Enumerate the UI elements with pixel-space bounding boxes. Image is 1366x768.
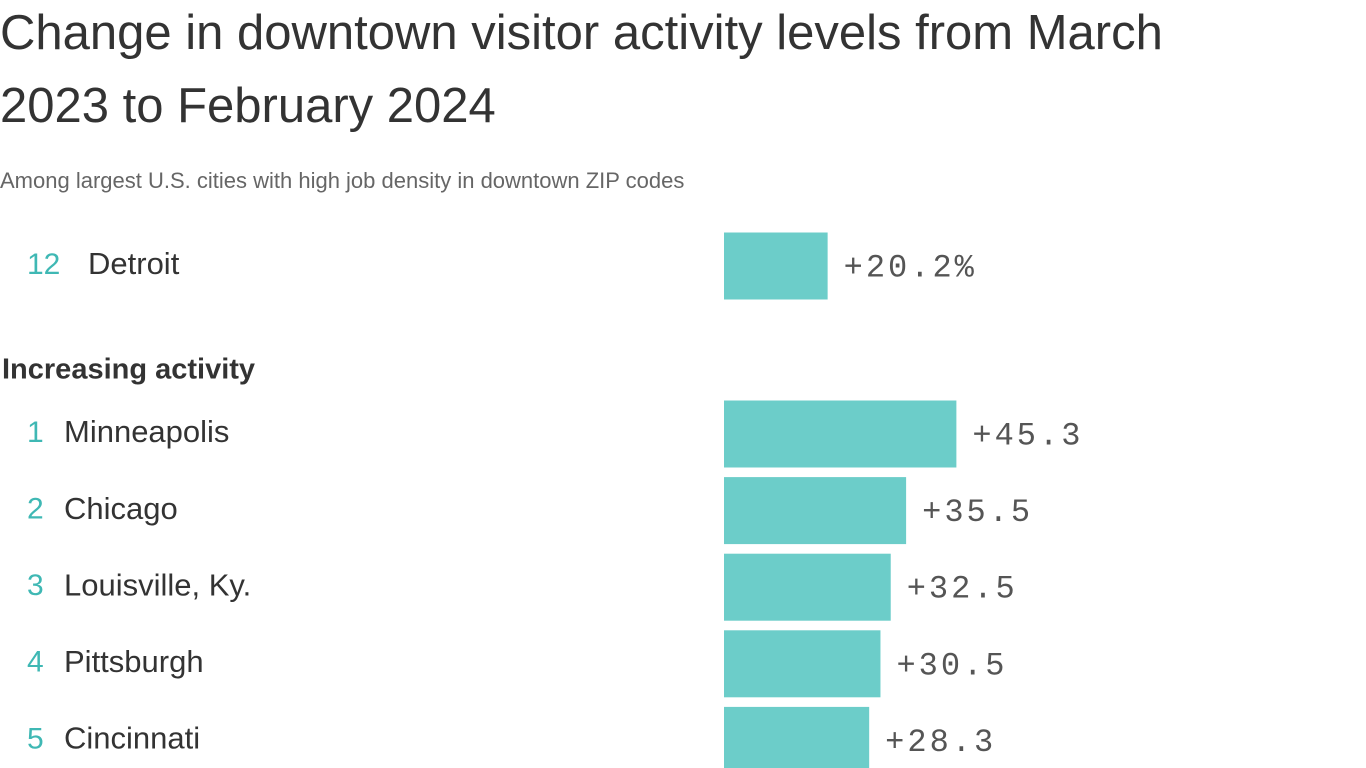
bar — [724, 630, 881, 698]
value-label: +45.3 — [972, 417, 1083, 454]
subtitle: Among largest U.S. cities with high job … — [0, 168, 684, 193]
rank: 5 — [27, 722, 44, 755]
rank: 12 — [27, 248, 60, 281]
value-label: +30.5 — [896, 647, 1007, 684]
bar — [724, 553, 891, 621]
category-label: Chicago — [64, 491, 178, 526]
category-label: Minneapolis — [64, 414, 229, 449]
rank: 1 — [27, 416, 44, 449]
rank: 2 — [27, 493, 44, 526]
category-label: Detroit — [88, 246, 180, 281]
rank: 3 — [27, 569, 44, 602]
bar — [724, 477, 907, 545]
bar — [724, 706, 870, 768]
value-label: +28.3 — [885, 724, 996, 761]
title-line: Change in downtown visitor activity leve… — [0, 6, 1163, 60]
category-label: Pittsburgh — [64, 644, 204, 679]
category-label: Cincinnati — [64, 721, 200, 756]
value-label: +35.5 — [922, 494, 1033, 531]
chart-title: Change in downtown visitor activity leve… — [0, 6, 1176, 133]
value-label: +32.5 — [907, 571, 1018, 608]
title-line: 2023 to February 2024 — [0, 79, 496, 133]
bar — [724, 232, 828, 300]
bar — [724, 400, 957, 468]
rank: 4 — [27, 646, 44, 679]
section-title: Increasing activity — [2, 354, 255, 386]
value-label: +20.2% — [844, 249, 977, 286]
category-label: Louisville, Ky. — [64, 567, 251, 602]
